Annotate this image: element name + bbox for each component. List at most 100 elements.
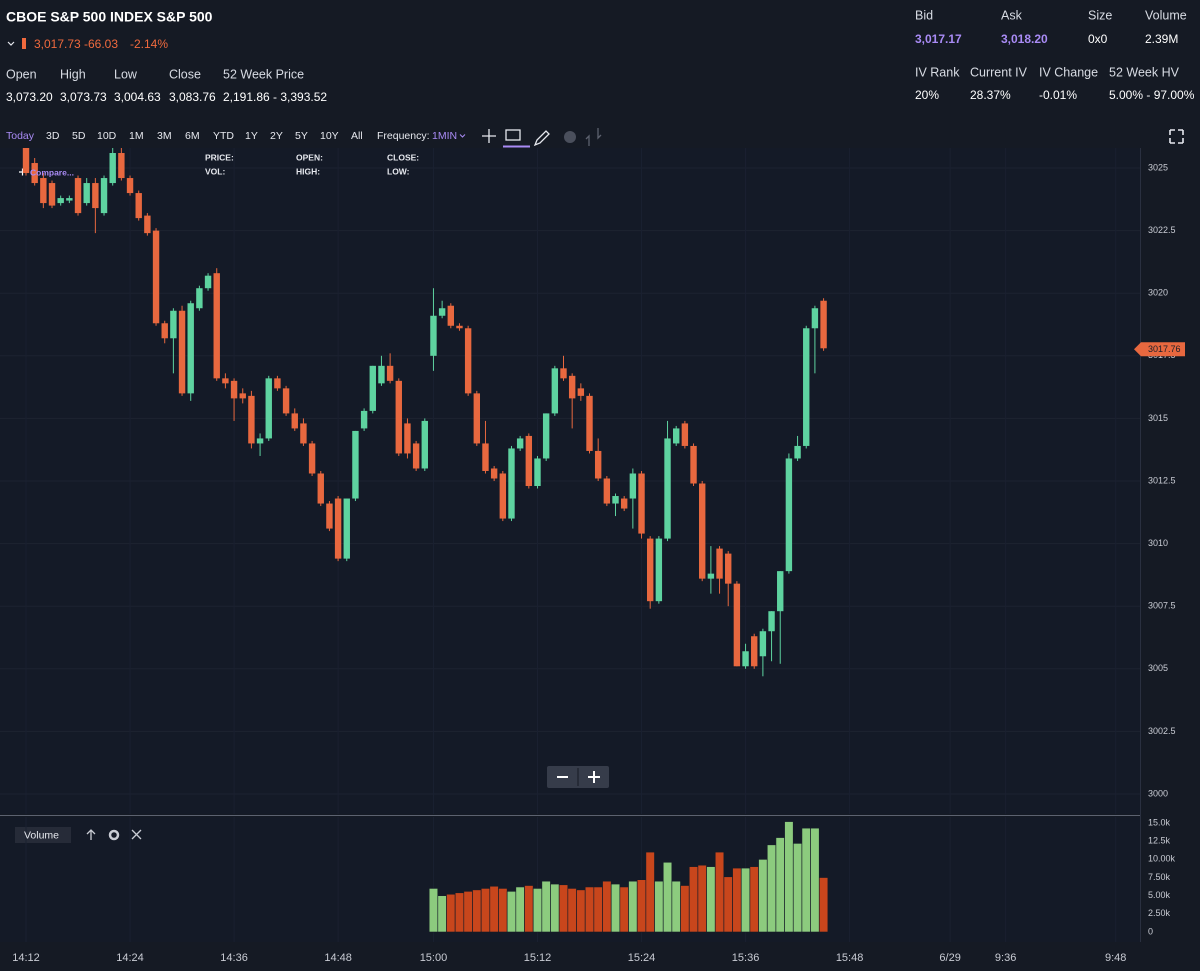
fullscreen-icon[interactable]: [1169, 129, 1184, 144]
candle-body: [785, 458, 793, 572]
candle-body: [57, 198, 64, 204]
crosshair-icon[interactable]: [482, 129, 496, 143]
range-button[interactable]: Today: [6, 130, 35, 142]
candle-body: [118, 153, 125, 179]
data-field-label: OPEN:: [296, 152, 323, 162]
toolbar-icons: [482, 128, 1184, 148]
volume-bar: [662, 861, 673, 933]
range-button[interactable]: 2Y: [270, 130, 283, 142]
range-button[interactable]: 3M: [157, 130, 172, 142]
candle-body: [256, 438, 264, 444]
volume-bar: [454, 892, 465, 933]
candle-body: [672, 428, 680, 444]
sync-icon[interactable]: [585, 128, 602, 146]
data-field-label: VOL:: [205, 166, 225, 176]
candle-body: [40, 178, 47, 204]
volume-bar: [758, 859, 768, 933]
range-button[interactable]: 3D: [46, 130, 60, 142]
candle-body: [31, 163, 38, 184]
x-tick-label: 14:36: [220, 952, 248, 964]
settings-icon[interactable]: [108, 829, 120, 841]
volume-bar: [749, 866, 759, 933]
y-tick-label: 3000: [1148, 788, 1168, 798]
range-button[interactable]: 5D: [72, 130, 86, 142]
x-tick-label: 9:36: [995, 952, 1016, 964]
quote-value: 3,017.17: [915, 32, 962, 46]
volume-bar: [446, 893, 456, 933]
x-tick-label: 14:48: [324, 952, 352, 964]
candle-body: [646, 538, 654, 602]
range-button[interactable]: 5Y: [295, 130, 308, 142]
move-up-icon[interactable]: [86, 829, 96, 840]
candle-body: [759, 631, 767, 657]
candle-body: [629, 473, 637, 499]
candle-body: [534, 458, 541, 487]
candle-body: [577, 388, 585, 396]
stat-label: Low: [114, 67, 138, 81]
close-icon[interactable]: [131, 829, 142, 840]
candle-body: [308, 443, 316, 474]
volume-bar: [706, 866, 716, 933]
range-button[interactable]: 10Y: [320, 130, 339, 142]
volume-bar: [524, 885, 534, 933]
candle-body: [100, 178, 108, 214]
volume-bar: [463, 891, 473, 933]
candle-body: [378, 365, 385, 384]
snap-icon[interactable]: [564, 131, 576, 143]
candle-body: [135, 193, 142, 219]
study-icon[interactable]: [505, 129, 521, 141]
candle-body: [109, 153, 116, 184]
candle-body: [456, 325, 463, 329]
range-button[interactable]: 1Y: [245, 130, 258, 142]
frequency-select[interactable]: 1MIN: [432, 130, 457, 142]
price-change-pct: -2.14%: [130, 37, 168, 51]
volume-bar: [472, 889, 482, 933]
volume-bar: [784, 821, 794, 933]
x-tick-label: 15:36: [732, 952, 760, 964]
candle-body: [482, 443, 489, 471]
volume-tick-label: 12.5k: [1148, 836, 1171, 846]
candle-body: [594, 450, 602, 479]
stat-label: 52 Week Price: [223, 67, 304, 81]
volume-bar: [654, 880, 664, 933]
dropdown-caret[interactable]: [7, 41, 15, 46]
candle-body: [716, 548, 723, 579]
range-button[interactable]: YTD: [213, 130, 234, 142]
range-button[interactable]: 6M: [185, 130, 200, 142]
candle-body: [300, 423, 307, 444]
frequency-caret[interactable]: [459, 134, 466, 138]
candle-body: [777, 571, 784, 612]
candle-body: [447, 305, 454, 326]
iv-label: Current IV: [970, 65, 1028, 79]
volume-bar: [740, 867, 751, 933]
data-field-label: LOW:: [387, 166, 410, 176]
candle-body: [213, 273, 220, 379]
volume-study-label: Volume: [24, 829, 59, 841]
stat-label: Open: [6, 67, 37, 81]
x-tick-label: 15:48: [836, 952, 864, 964]
stat-value: 3,073.73: [60, 90, 107, 104]
candle-body: [473, 393, 481, 444]
volume-bar: [801, 827, 811, 933]
candle-body: [187, 303, 194, 394]
range-button[interactable]: 1M: [129, 130, 144, 142]
compare-button[interactable]: Compare...: [30, 167, 74, 177]
candle-body: [204, 275, 212, 289]
range-button[interactable]: 10D: [97, 130, 117, 142]
candle-body: [222, 378, 229, 384]
zoom-in[interactable]: [588, 771, 600, 783]
volume-icons: [86, 829, 142, 841]
candle-body: [369, 365, 376, 411]
iv-value: 20%: [915, 88, 939, 102]
x-tick-label: 15:24: [628, 952, 656, 964]
candle-body: [239, 393, 246, 399]
candle-body: [92, 183, 99, 209]
draw-icon[interactable]: [533, 130, 550, 147]
x-tick-label: 15:12: [524, 952, 552, 964]
range-button[interactable]: All: [351, 130, 363, 142]
instrument-title: CBOE S&P 500 INDEX S&P 500: [6, 9, 213, 25]
stat-value: 3,083.76: [169, 90, 216, 104]
y-tick-label: 3007.5: [1148, 601, 1176, 611]
volume-bar: [619, 886, 629, 933]
stat-label: High: [60, 67, 86, 81]
